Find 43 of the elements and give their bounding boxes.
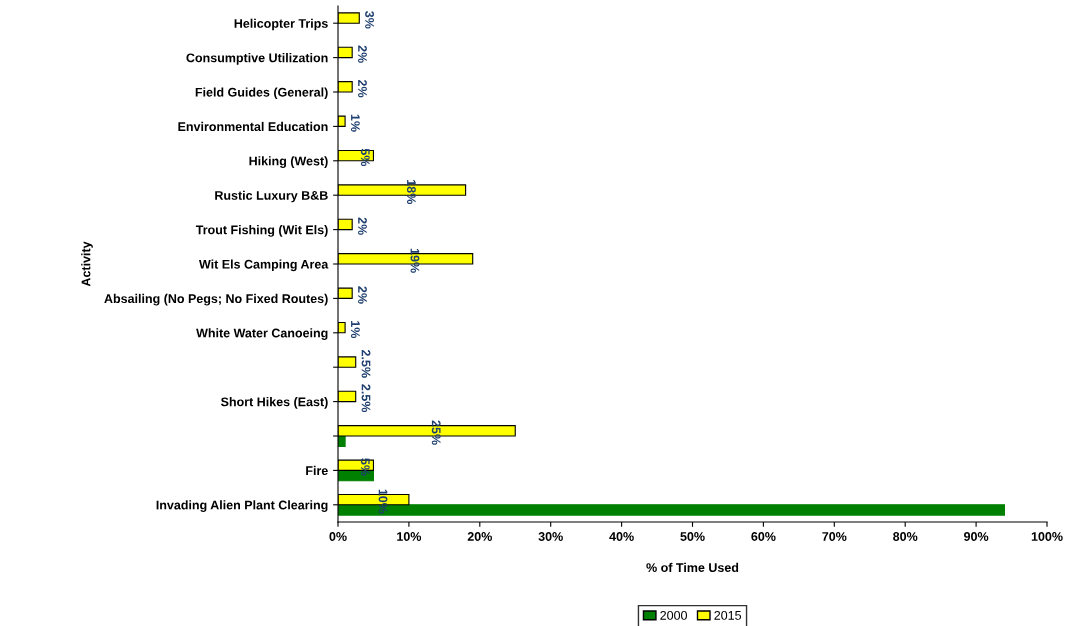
x-tick-label: 10% xyxy=(397,532,422,541)
data-label: 1% xyxy=(350,114,360,132)
legend-label: 2015 xyxy=(714,610,742,620)
y-tick-label: Hiking (West) xyxy=(249,156,328,168)
legend-label: 2000 xyxy=(660,610,688,620)
y-tick-label: Field Guides (General) xyxy=(195,87,328,100)
data-label: 3% xyxy=(365,11,374,29)
y-tick-label: Consumptive Utilization xyxy=(186,53,328,65)
x-tick-label: 60% xyxy=(751,532,776,541)
x-tick-label: 100% xyxy=(1031,532,1063,541)
data-label: 5% xyxy=(360,148,370,167)
data-label: 5% xyxy=(360,458,370,476)
x-tick-label: 0% xyxy=(329,532,347,541)
y-tick-label: Rustic Luxury B&B xyxy=(215,190,328,203)
x-tick-label: 20% xyxy=(467,532,492,541)
x-tick-label: 40% xyxy=(609,532,634,541)
data-label: 2.5% xyxy=(361,384,371,413)
data-label: 2% xyxy=(358,217,367,235)
y-tick-label: Wit Els Camping Area xyxy=(198,259,329,272)
data-label: 2% xyxy=(358,79,367,98)
y-tick-label: Short Hikes (East) xyxy=(220,397,328,409)
x-tick-label: 90% xyxy=(964,532,989,541)
y-axis-title: Activity xyxy=(81,241,93,287)
data-label: 18% xyxy=(406,180,416,204)
y-tick-label: Absailing (No Pegs; No Fixed Routes) xyxy=(104,293,328,306)
y-tick-label: White Water Canoeing xyxy=(196,328,328,340)
data-label: 10% xyxy=(378,489,388,514)
data-label: 2% xyxy=(358,45,367,63)
data-label: 25% xyxy=(431,420,441,445)
y-tick-label: Environmental Education xyxy=(178,121,328,132)
y-tick-label: Fire xyxy=(306,465,328,476)
x-axis-title: % of Time Used xyxy=(646,562,739,572)
x-tick-label: 80% xyxy=(893,532,918,541)
y-tick-label: Helicopter Trips xyxy=(234,18,328,31)
y-tick-label: Trout Fishing (Wit Els) xyxy=(195,225,328,237)
x-tick-label: 50% xyxy=(680,532,705,541)
y-tick-label: Invading Alien Plant Clearing xyxy=(156,500,328,512)
x-tick-label: 70% xyxy=(822,532,847,541)
x-tick-label: 30% xyxy=(538,532,563,541)
data-label: 1% xyxy=(350,321,360,339)
data-label: 19% xyxy=(410,248,420,273)
data-label: 2.5% xyxy=(361,349,371,378)
data-label: 2% xyxy=(358,286,367,304)
